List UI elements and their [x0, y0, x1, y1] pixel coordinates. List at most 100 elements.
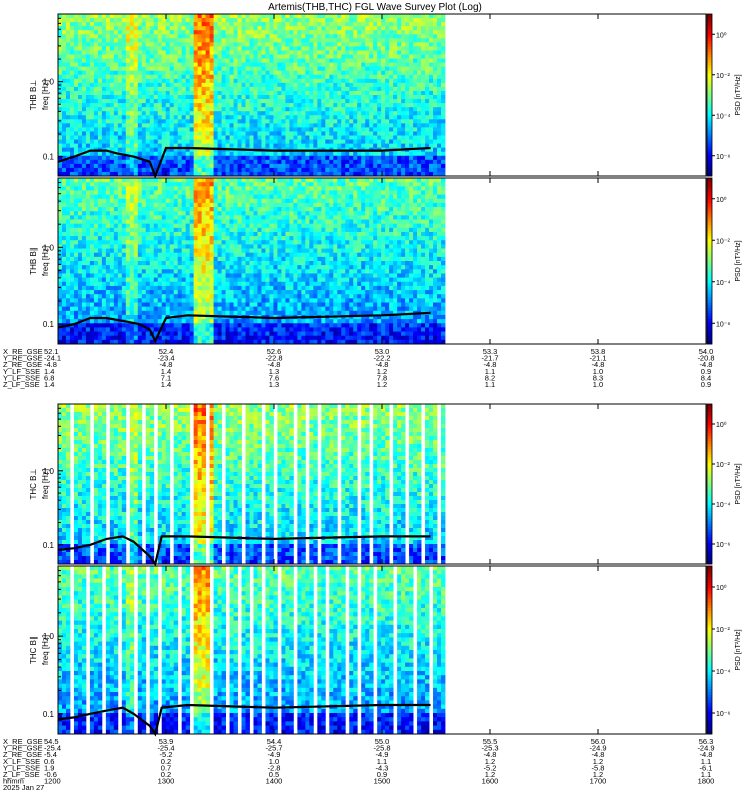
y-tick-label: 1.0 [43, 243, 55, 252]
probe-label: THC B⊥ [29, 468, 38, 499]
colorbar: 10⁰ 10⁻² 10⁻⁴ 10⁻⁶ PSD [nT²/Hz] [706, 565, 742, 735]
spectrogram-image [58, 404, 446, 565]
colorbar-tick-label: 10⁻⁶ [716, 542, 730, 549]
ephem-value: 7.6 [269, 373, 279, 382]
colorbar-tick-label: 10⁰ [716, 421, 727, 429]
colorbar-label: PSD [nT²/Hz] [735, 240, 742, 281]
ephem-value: 52.6 [267, 347, 282, 356]
ephem-value: -20.8 [697, 354, 714, 363]
ephem-value: 52.1 [44, 347, 59, 356]
ephemeris-tables: X_RE_GSEY_RE_GSEZ_RE_GSEY_LF_SSEY_LF_SSE… [3, 347, 715, 792]
colorbar-label: PSD [nT²/Hz] [735, 629, 742, 670]
ephem-value: -4.8 [700, 360, 713, 369]
colorbar: 10⁰ 10⁻² 10⁻⁴ 10⁻⁶ PSD [nT²/Hz] [706, 177, 742, 345]
ephem-value: 1.9 [44, 763, 54, 772]
ephem-value: 1.1 [377, 757, 387, 766]
ephem-value: 1300 [158, 777, 175, 786]
cyclotron-trace [57, 146, 431, 180]
ephem-value: 0.6 [44, 757, 54, 766]
ephem-row-label: Z_LF_SSE [3, 770, 40, 779]
y-tick-label: 0.1 [43, 541, 55, 550]
ephem-value: 1.2 [485, 770, 495, 779]
panel-thc-bpar: 1.0 0.1 THC B∥ freq [Hz] 10⁰ 10⁻² 10⁻⁴ 10⁻⁶ PSD … [29, 565, 742, 737]
ephem-row-label: Y_RE_GSE [3, 354, 43, 363]
ephem-value: 55.5 [483, 737, 498, 746]
y-tick-label: 0.1 [43, 320, 55, 329]
ephem-value: -4.8 [376, 360, 389, 369]
ephem-value: -4.8 [44, 360, 57, 369]
figure-title: Artemis(THB,THC) FGL Wave Survey Plot (L… [268, 2, 482, 13]
colorbar: 10⁰ 10⁻² 10⁻⁴ 10⁻⁶ PSD [nT²/Hz] [706, 13, 742, 177]
ephem-value: 8.4 [701, 373, 711, 382]
panel-thc-bl: 1.0 0.1 THC B⊥ freq [Hz] 10⁰ 10⁻² 10⁻⁴ 10⁻⁶ PSD … [29, 403, 742, 567]
ephem-row-label: Z_LF_SSE [3, 380, 40, 389]
cyclotron-trace [57, 535, 431, 567]
colorbar-tick-label: 10⁻⁴ [716, 113, 731, 120]
spectrogram-image [58, 178, 446, 345]
ephem-value: 0.9 [701, 380, 711, 389]
ephem-value: 1.0 [593, 380, 603, 389]
ephem-value: 56.0 [591, 737, 606, 746]
ephem-value: 1.1 [701, 757, 711, 766]
ephem-value: 1.1 [701, 770, 711, 779]
panel-thb-bpar: 1.0 0.1 THB B∥ freq [Hz] 10⁰ 10⁻² 10⁻⁴ 10⁻⁶ PSD … [29, 177, 742, 345]
y-tick-label: 0.1 [43, 153, 55, 162]
ephem-value: -22.2 [373, 354, 390, 363]
ephem-value: 1.4 [161, 380, 171, 389]
ephem-value: 1.0 [593, 367, 603, 376]
colorbar-tick-label: 10⁻² [716, 627, 730, 634]
ephem-value: 1.2 [593, 770, 603, 779]
ephem-value: -25.8 [373, 744, 390, 753]
probe-label: THB B∥ [29, 247, 38, 275]
panel-thb-bl: 1.0 0.1 THB B⊥ freq [Hz] 10⁰ 10⁻² 10⁻⁴ 10⁻⁶ PSD … [29, 13, 742, 180]
colorbar-tick-label: 10⁻² [716, 238, 730, 245]
ephem-row-label: Z_RE_GSE [3, 360, 42, 369]
ephem-value: 0.5 [269, 770, 279, 779]
probe-label: THC B∥ [29, 636, 38, 664]
ephem-value: 1.2 [377, 380, 387, 389]
ephem-value: -24.1 [44, 354, 61, 363]
ephem-value: 1700 [590, 777, 607, 786]
y-axis-label: freq [Hz] [41, 80, 50, 110]
ephem-value: 56.3 [699, 737, 714, 746]
ephem-value: -5.4 [44, 750, 57, 759]
colorbar-tick-label: 10⁻² [716, 462, 730, 469]
ephem-value: 8.2 [485, 373, 495, 382]
ephem-value: 0.9 [377, 770, 387, 779]
ephem-value: -4.8 [592, 360, 605, 369]
ephem-value: 53.8 [591, 347, 606, 356]
cyclotron-trace [57, 703, 431, 737]
ephem-value: -25.4 [44, 744, 61, 753]
ephem-value: 8.3 [593, 373, 603, 382]
ephem-value: 1.3 [269, 380, 279, 389]
ephem-value: -24.9 [589, 744, 606, 753]
ephem-value: -4.8 [592, 750, 605, 759]
ephem-value: 1.4 [44, 367, 54, 376]
ephem-value: 1200 [44, 777, 61, 786]
ephem-value: -4.8 [160, 360, 173, 369]
ephem-value: -24.9 [697, 744, 714, 753]
ephem-value: -25.7 [265, 744, 282, 753]
ephem-value: 54.4 [267, 737, 282, 746]
ephem-value: 1.4 [161, 367, 171, 376]
ephem-value: 1.1 [485, 367, 495, 376]
ephemeris-thc: X_RE_GSEY_RE_GSEZ_RE_GSEX_LF_SSEY_LF_SSE… [3, 737, 715, 792]
colorbar-tick-label: 10⁰ [716, 584, 727, 592]
colorbar-tick-label: 10⁻⁴ [716, 280, 731, 287]
ephem-value: 1.0 [269, 757, 279, 766]
ephem-value: -4.9 [376, 750, 389, 759]
ephem-value: -23.4 [157, 354, 174, 363]
ephem-value: -5.2 [160, 750, 173, 759]
ephem-value: 55.0 [375, 737, 390, 746]
ephem-row-label: Y_RE_GSE [3, 744, 43, 753]
ephem-value: -4.9 [268, 750, 281, 759]
colorbar-tick-label: 10⁻⁴ [716, 502, 731, 509]
colorbar-label: PSD [nT²/Hz] [735, 74, 742, 115]
ephem-value: 53.9 [159, 737, 174, 746]
ephem-value: -5.2 [484, 763, 497, 772]
y-axis-label: freq [Hz] [41, 635, 50, 665]
colorbar-tick-label: 10⁻⁴ [716, 669, 731, 676]
colorbar-tick-label: 10⁻⁶ [716, 321, 730, 328]
